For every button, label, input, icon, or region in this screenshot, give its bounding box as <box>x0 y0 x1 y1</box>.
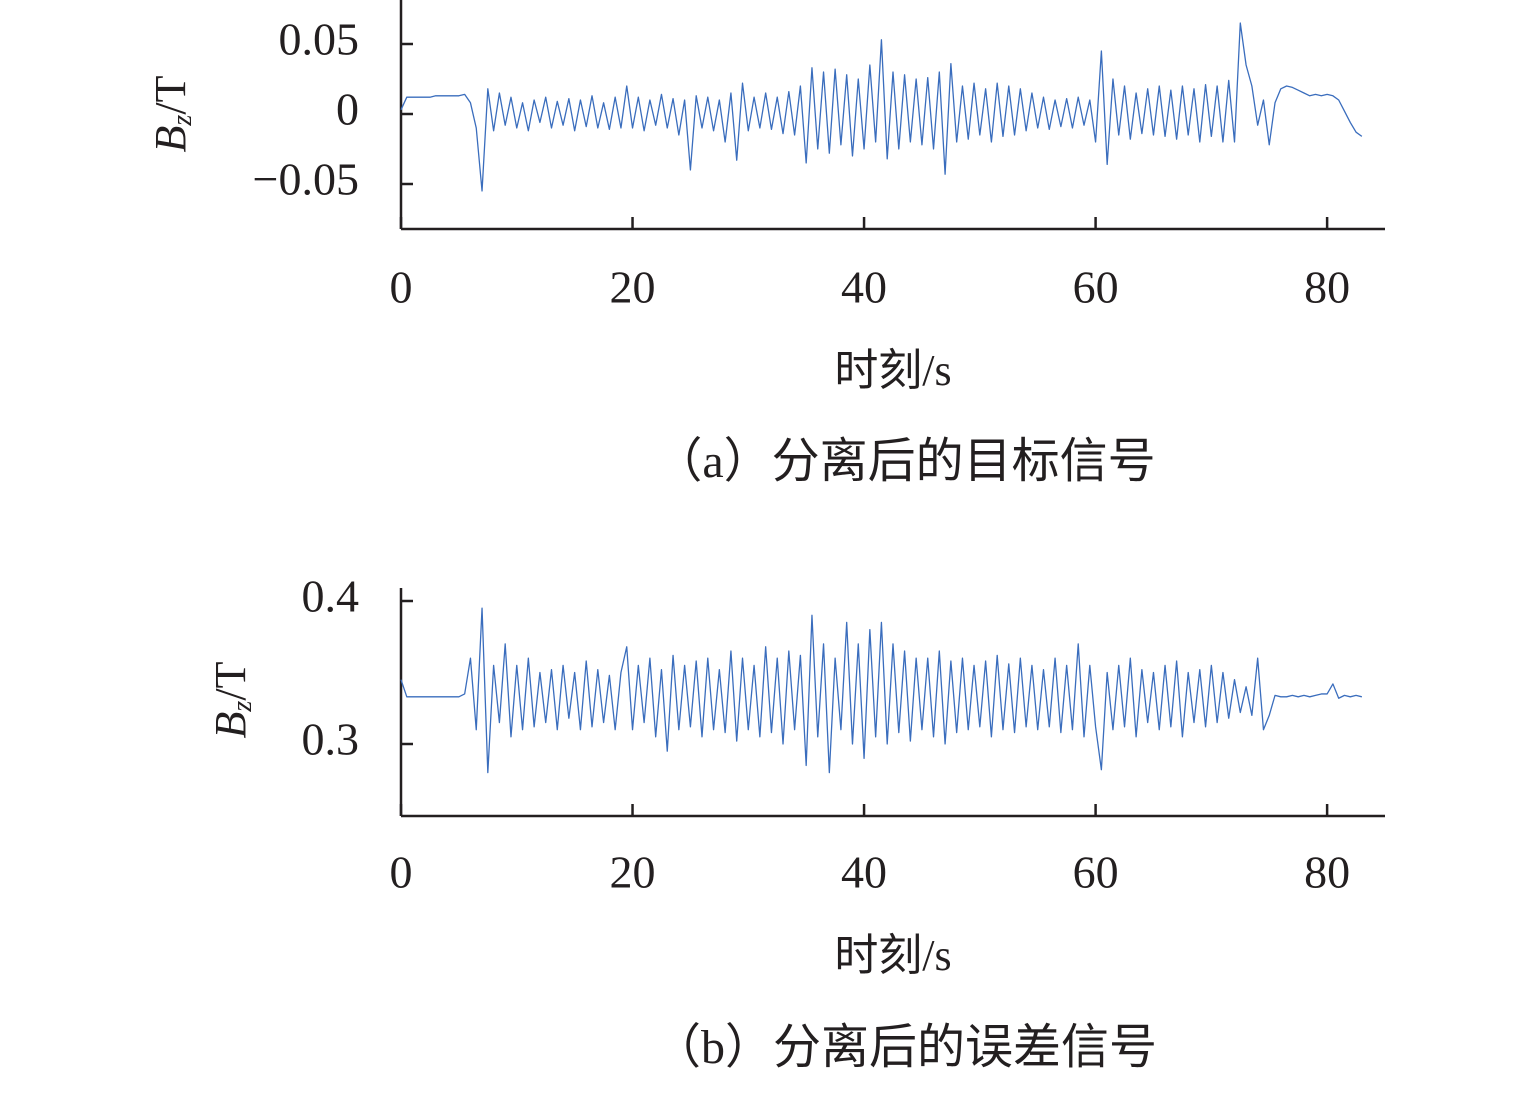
x-tick-label: 0 <box>390 847 413 898</box>
caption: （a）分离后的目标信号 <box>654 435 1155 488</box>
y-tick-label: 0.4 <box>302 571 360 622</box>
x-tick-label: 20 <box>610 262 656 313</box>
y-label-subscript: z <box>227 701 258 713</box>
y-axis-label: Bz/T <box>206 661 258 738</box>
x-tick-label: 60 <box>1073 847 1119 898</box>
y-axis-label: Bz/T <box>146 75 198 152</box>
x-tick-label: 0 <box>390 262 413 313</box>
y-label-symbol: B <box>206 712 255 739</box>
x-tick-label: 80 <box>1304 847 1350 898</box>
x-tick-label: 40 <box>841 262 887 313</box>
x-axis-label: 时刻/s <box>834 346 951 395</box>
x-tick-label: 60 <box>1073 262 1119 313</box>
y-label-unit: /T <box>146 75 195 114</box>
y-tick-label: −0.05 <box>253 154 359 205</box>
caption: （b）分离后的误差信号 <box>653 1021 1157 1074</box>
y-label-unit: /T <box>206 661 255 700</box>
x-tick-label: 40 <box>841 847 887 898</box>
x-tick-label: 20 <box>610 847 656 898</box>
x-axis-label: 时刻/s <box>834 931 951 980</box>
y-tick-label: 0.05 <box>279 14 360 65</box>
y-label-symbol: B <box>146 126 195 153</box>
y-tick-label: 0.3 <box>302 714 360 765</box>
subplot: 0 20 40 60 80 −0.05 0 0.05 Bz/T 时刻/s （a）分离后的目标信号 <box>146 0 1385 488</box>
signal-line <box>400 22 1363 192</box>
y-label-subscript: z <box>167 115 198 127</box>
signal-line <box>400 607 1363 774</box>
y-tick-label: 0 <box>336 84 359 135</box>
subplot: 0 20 40 60 80 0.3 0.4 Bz/T 时刻/s （b）分离后的误差信号 <box>206 571 1385 1074</box>
x-tick-label: 80 <box>1304 262 1350 313</box>
